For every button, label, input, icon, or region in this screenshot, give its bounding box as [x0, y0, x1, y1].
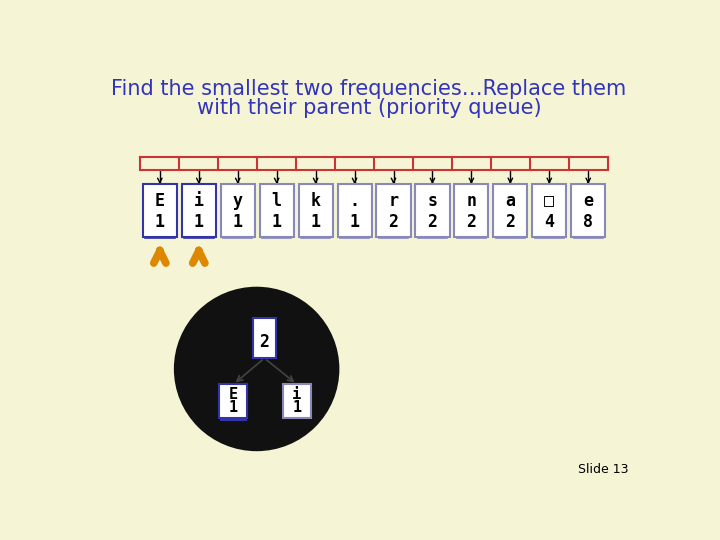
Text: 1: 1	[155, 213, 165, 231]
Bar	[571, 184, 606, 237]
Bar	[221, 184, 255, 237]
Text: □: □	[544, 192, 554, 210]
Text: 1: 1	[229, 400, 238, 415]
Bar	[377, 184, 410, 237]
Bar	[532, 184, 567, 237]
Text: E: E	[155, 192, 165, 210]
Text: Find the smallest two frequencies…Replace them: Find the smallest two frequencies…Replac…	[112, 79, 626, 99]
Bar	[454, 184, 488, 237]
Bar	[283, 384, 311, 418]
Bar	[415, 184, 449, 237]
Text: 2: 2	[259, 333, 269, 351]
Bar	[299, 184, 333, 237]
Text: 1: 1	[350, 213, 359, 231]
Text: e: e	[583, 192, 593, 210]
Bar	[253, 318, 276, 358]
Text: 1: 1	[292, 400, 302, 415]
Text: E: E	[229, 387, 238, 402]
Text: 1: 1	[271, 213, 282, 231]
Bar	[143, 184, 177, 237]
Text: 2: 2	[428, 213, 438, 231]
Text: 2: 2	[505, 213, 516, 231]
Bar	[338, 184, 372, 237]
Text: y: y	[233, 192, 243, 210]
Text: 8: 8	[583, 213, 593, 231]
Bar	[493, 184, 527, 237]
Text: 2: 2	[467, 213, 477, 231]
Text: a: a	[505, 192, 516, 210]
Text: s: s	[428, 192, 438, 210]
Text: 1: 1	[310, 213, 320, 231]
Text: l: l	[271, 192, 282, 210]
Bar	[220, 384, 248, 418]
Circle shape	[175, 288, 338, 450]
Bar	[260, 184, 294, 237]
Text: .: .	[350, 192, 359, 210]
Text: 2: 2	[389, 213, 398, 231]
Bar	[181, 184, 216, 237]
Text: i: i	[292, 387, 302, 402]
Text: with their parent (priority queue): with their parent (priority queue)	[197, 98, 541, 118]
Text: r: r	[389, 192, 398, 210]
Text: n: n	[467, 192, 477, 210]
Text: Slide 13: Slide 13	[578, 463, 629, 476]
Text: 4: 4	[544, 213, 554, 231]
Text: 1: 1	[233, 213, 243, 231]
Text: k: k	[310, 192, 320, 210]
Text: i: i	[194, 192, 204, 210]
Text: 1: 1	[194, 213, 204, 231]
